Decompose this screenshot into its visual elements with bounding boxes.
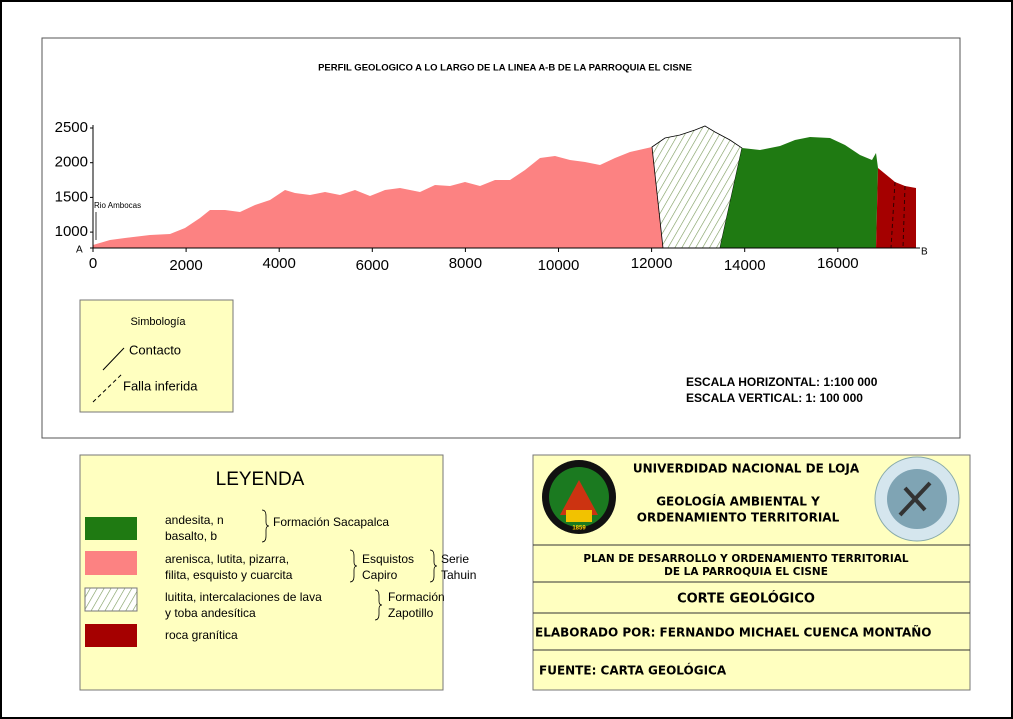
university-logo: [542, 460, 616, 534]
legend-unit: Esquistos: [362, 552, 414, 566]
x-label: 12000: [631, 255, 673, 272]
y-label: 2500: [55, 119, 88, 136]
green-unit: [720, 137, 878, 248]
legend-text: roca granítica: [165, 628, 238, 642]
profile: [93, 125, 916, 249]
swatch: [84, 587, 138, 612]
legend-title: LEYENDA: [216, 469, 305, 490]
x-label: 0: [89, 255, 97, 272]
y-label: 2000: [55, 154, 88, 171]
fault: [902, 185, 906, 249]
title-block-rules: [533, 544, 970, 651]
sheet: CORTE GEOLÓGICO: [677, 591, 815, 607]
red-unit: [876, 168, 916, 248]
project: DE LA PARROQUIA EL CISNE: [664, 566, 828, 578]
y-label: 1000: [55, 223, 88, 240]
scale-text: ESCALA VERTICAL: 1: 100 000: [686, 391, 863, 405]
swatch: [85, 624, 137, 647]
career: GEOLOGÍA AMBIENTAL Y: [656, 494, 820, 509]
annotation: Rio Ambocas: [94, 201, 141, 210]
logo-year: 1859: [572, 526, 586, 532]
y-label: 1500: [55, 188, 88, 205]
brackets: [261, 509, 438, 621]
x-label: 6000: [356, 257, 389, 274]
x-label: 14000: [724, 257, 766, 274]
point-label: A: [76, 245, 83, 256]
legend-box: [79, 454, 444, 691]
x-label: 8000: [449, 255, 482, 272]
point-label: B: [921, 247, 928, 258]
scale-text: ESCALA HORIZONTAL: 1:100 000: [686, 375, 878, 389]
university: UNIVERDIDAD NACIONAL DE LOJA: [633, 462, 860, 476]
pink-unit: [93, 147, 663, 248]
symbology-title: Simbología: [130, 316, 186, 328]
swatch: [85, 551, 137, 575]
symbology-box: [79, 299, 234, 413]
legend-text: y toba andesítica: [165, 606, 256, 620]
legend-unit: Zapotillo: [388, 606, 434, 620]
project: PLAN DE DESARROLLO Y ORDENAMIENTO TERRIT…: [583, 553, 909, 565]
profile-title: PERFIL GEOLOGICO A LO LARGO DE LA LINEA …: [318, 63, 692, 74]
legend-series: Serie: [441, 552, 469, 566]
author: ELABORADO POR: FERNANDO MICHAEL CUENCA M…: [535, 625, 932, 640]
legend-text: filita, esquisto y cuarcita: [165, 568, 293, 582]
career-logo: [874, 456, 960, 542]
legend-unit: Formación Sacapalca: [273, 515, 389, 529]
symbology-item: Contacto: [129, 342, 181, 357]
x-label: 4000: [263, 255, 296, 272]
contact-symbol: [102, 347, 125, 371]
symbology-item: Falla inferida: [123, 378, 198, 393]
legend-text: arenisca, lutita, pizarra,: [165, 552, 289, 566]
legend-text: andesita, n: [165, 513, 224, 527]
x-label: 10000: [538, 257, 580, 274]
legend-text: basalto, b: [165, 529, 217, 543]
legend-unit: Capiro: [362, 568, 398, 582]
swatch: [85, 517, 137, 540]
x-label: 2000: [169, 257, 202, 274]
x-label: 16000: [817, 255, 859, 272]
legend-text: luitita, intercalaciones de lava: [165, 590, 322, 604]
source: FUENTE: CARTA GEOLÓGICA: [539, 663, 727, 678]
legend-unit: Formación: [388, 590, 445, 604]
legend-series: Tahuin: [441, 568, 476, 582]
career: ORDENAMIENTO TERRITORIAL: [637, 511, 840, 525]
